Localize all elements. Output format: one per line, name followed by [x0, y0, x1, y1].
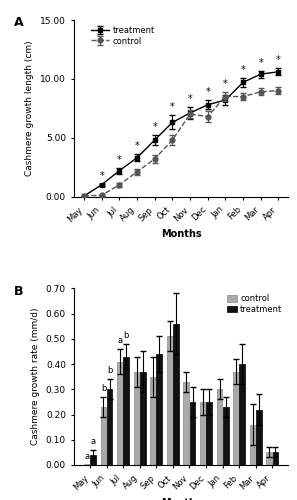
Text: *: * — [188, 94, 192, 104]
Bar — [101, 407, 106, 465]
Bar — [150, 376, 156, 465]
Bar — [117, 362, 123, 465]
Bar — [273, 452, 278, 465]
Y-axis label: Cashmere growth rate (mm/d): Cashmere growth rate (mm/d) — [31, 308, 40, 446]
Text: b: b — [101, 384, 106, 393]
Legend: treatment, control: treatment, control — [89, 24, 156, 47]
Text: *: * — [276, 56, 281, 66]
Text: *: * — [152, 122, 157, 132]
Text: *: * — [241, 66, 245, 76]
Text: B: B — [14, 285, 24, 298]
Bar — [206, 402, 212, 465]
Text: *: * — [117, 155, 122, 165]
Text: *: * — [135, 142, 139, 152]
X-axis label: Months: Months — [161, 229, 201, 239]
Text: *: * — [223, 80, 228, 90]
Legend: control, treatment: control, treatment — [225, 292, 284, 316]
Bar — [107, 390, 113, 465]
Bar — [266, 452, 272, 465]
Bar — [173, 324, 179, 465]
Bar — [217, 390, 222, 465]
Y-axis label: Cashmere growth length (cm): Cashmere growth length (cm) — [26, 40, 34, 176]
Text: b: b — [107, 366, 112, 376]
Text: a: a — [118, 336, 123, 345]
Bar — [189, 402, 195, 465]
Bar — [184, 382, 189, 465]
Text: a: a — [91, 437, 96, 446]
X-axis label: Months: Months — [161, 498, 201, 500]
Bar — [223, 407, 229, 465]
Bar — [239, 364, 245, 465]
Bar — [167, 336, 173, 465]
Text: *: * — [258, 58, 263, 68]
Bar — [250, 424, 256, 465]
Bar — [233, 372, 239, 465]
Text: *: * — [99, 170, 104, 180]
Bar — [134, 372, 140, 465]
Text: A: A — [14, 16, 24, 30]
Text: b: b — [124, 331, 129, 340]
Bar — [256, 410, 262, 465]
Bar — [200, 402, 206, 465]
Text: a: a — [84, 452, 89, 461]
Bar — [90, 455, 96, 465]
Text: *: * — [170, 102, 175, 113]
Bar — [123, 356, 129, 465]
Text: *: * — [205, 87, 210, 97]
Bar — [157, 354, 162, 465]
Bar — [140, 372, 146, 465]
